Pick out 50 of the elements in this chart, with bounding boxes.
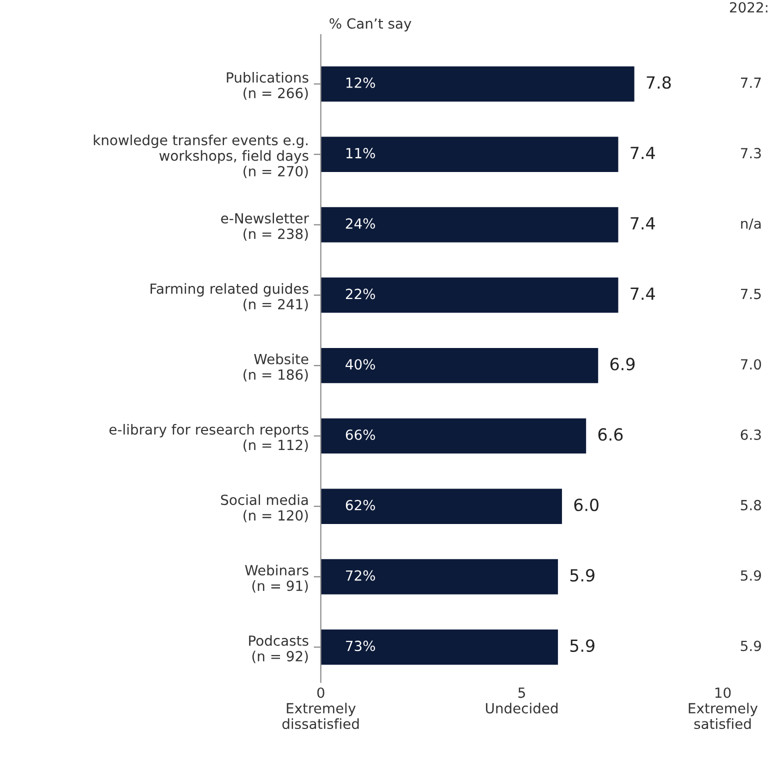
bar — [320, 348, 598, 384]
data-label: 7.4 — [630, 146, 655, 159]
bar — [320, 207, 618, 242]
data-label: 6.6 — [598, 428, 623, 441]
data-label: 7.4 — [630, 288, 655, 300]
data-label: 7.8 — [646, 76, 671, 89]
bar — [320, 66, 634, 102]
x-tick-label: 5 Undecided — [486, 688, 558, 714]
data-label: 7.4 — [630, 217, 655, 230]
y-tick-label: Social media (n = 120) — [221, 494, 308, 522]
annotation: 73% — [346, 640, 376, 652]
x-tick-label: 10 Extremely satisfied — [688, 687, 758, 730]
y-tick-label: Webinars (n = 91) — [245, 564, 308, 593]
text: 7.5 — [740, 288, 761, 300]
bar — [320, 559, 558, 594]
bar — [320, 630, 558, 665]
text: 5.8 — [740, 500, 761, 510]
y-tick-label: e-Newsletter (n = 238) — [221, 212, 309, 241]
text: % Can’t say — [330, 18, 412, 32]
bar — [320, 136, 618, 172]
text: 7.7 — [740, 78, 761, 88]
y-tick-label: knowledge transfer events e.g. workshops, field days (n = 270) — [94, 134, 308, 178]
bar — [320, 418, 586, 454]
data-label: 5.9 — [570, 639, 594, 652]
bar — [320, 488, 562, 524]
annotation: 24% — [346, 218, 376, 229]
x-tick-label: 0 Extremely dissatisfied — [282, 687, 359, 730]
y-tick-label: Website (n = 186) — [244, 354, 308, 382]
data-label: 5.9 — [570, 568, 594, 582]
y-tick-label: e-library for research reports (n = 112) — [109, 424, 308, 452]
annotation: 22% — [346, 288, 376, 300]
text: 7.0 — [740, 359, 762, 370]
text: 7.3 — [740, 148, 761, 158]
data-label: 6.9 — [610, 358, 635, 370]
annotation: 72% — [346, 570, 376, 581]
text: 5.9 — [740, 640, 761, 652]
annotation: 40% — [346, 359, 376, 370]
annotation: 62% — [346, 500, 376, 510]
annotation: 66% — [346, 429, 376, 440]
y-tick-label: Farming related guides (n = 241) — [150, 283, 308, 312]
text: n/a — [741, 218, 761, 230]
text: 5.9 — [740, 570, 761, 581]
text: 6.3 — [740, 429, 761, 440]
text: 2022: — [730, 2, 768, 13]
y-tick-label: Podcasts (n = 92) — [249, 635, 308, 664]
y-tick-label: Publications (n = 266) — [226, 72, 308, 100]
annotation: 12% — [346, 77, 376, 88]
annotation: 11% — [346, 148, 376, 158]
data-label: 6.0 — [574, 498, 598, 512]
bar — [320, 278, 618, 313]
